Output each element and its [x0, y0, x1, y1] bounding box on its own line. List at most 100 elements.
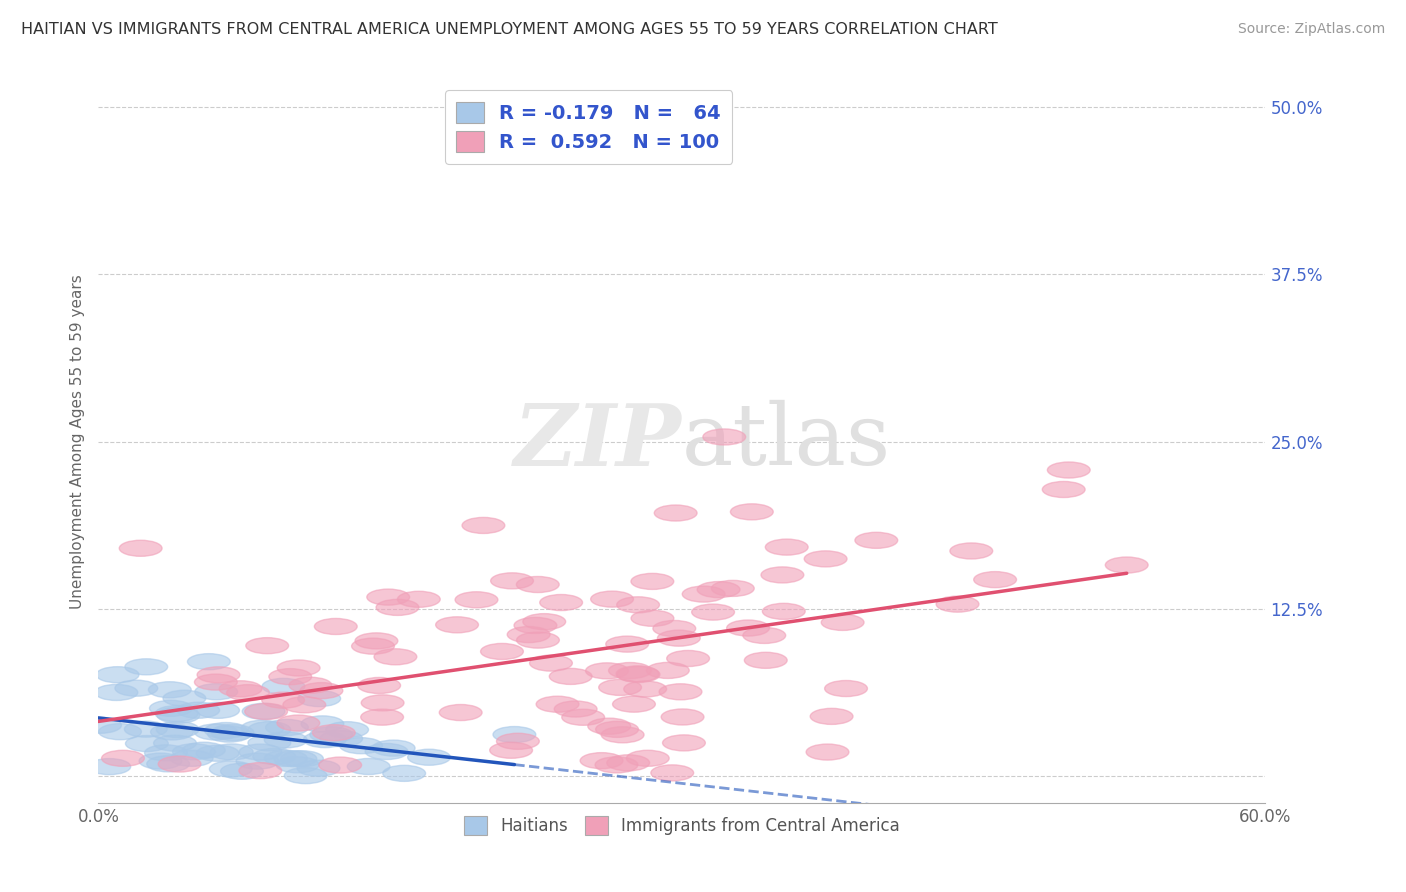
Ellipse shape [149, 681, 191, 698]
Ellipse shape [496, 733, 540, 749]
Ellipse shape [550, 668, 592, 684]
Ellipse shape [588, 718, 631, 734]
Ellipse shape [276, 756, 319, 772]
Ellipse shape [155, 706, 198, 722]
Ellipse shape [150, 724, 194, 740]
Text: atlas: atlas [682, 400, 891, 483]
Ellipse shape [96, 666, 139, 682]
Ellipse shape [530, 655, 572, 671]
Ellipse shape [974, 572, 1017, 588]
Ellipse shape [211, 724, 254, 740]
Ellipse shape [658, 630, 700, 646]
Ellipse shape [197, 745, 239, 761]
Ellipse shape [367, 589, 409, 605]
Ellipse shape [245, 704, 288, 720]
Ellipse shape [651, 764, 693, 780]
Ellipse shape [596, 722, 638, 738]
Ellipse shape [219, 681, 262, 697]
Ellipse shape [173, 744, 215, 760]
Ellipse shape [195, 683, 238, 699]
Ellipse shape [382, 765, 426, 781]
Ellipse shape [194, 724, 238, 740]
Ellipse shape [374, 648, 416, 665]
Ellipse shape [253, 748, 295, 764]
Ellipse shape [711, 581, 754, 597]
Text: ZIP: ZIP [515, 400, 682, 483]
Ellipse shape [183, 742, 225, 758]
Ellipse shape [366, 743, 408, 759]
Ellipse shape [659, 684, 702, 700]
Ellipse shape [515, 617, 557, 633]
Ellipse shape [247, 722, 291, 738]
Ellipse shape [361, 695, 404, 711]
Ellipse shape [125, 659, 167, 675]
Ellipse shape [436, 616, 478, 632]
Ellipse shape [508, 626, 550, 642]
Ellipse shape [562, 709, 605, 725]
Ellipse shape [277, 660, 321, 676]
Ellipse shape [761, 567, 804, 583]
Ellipse shape [804, 551, 846, 567]
Ellipse shape [145, 745, 187, 761]
Ellipse shape [595, 756, 638, 772]
Ellipse shape [821, 615, 865, 631]
Ellipse shape [742, 627, 786, 643]
Ellipse shape [125, 736, 169, 752]
Y-axis label: Unemployment Among Ages 55 to 59 years: Unemployment Among Ages 55 to 59 years [69, 274, 84, 609]
Ellipse shape [682, 586, 725, 602]
Ellipse shape [727, 620, 769, 636]
Ellipse shape [101, 750, 145, 766]
Ellipse shape [247, 735, 291, 751]
Ellipse shape [647, 663, 689, 679]
Ellipse shape [654, 505, 697, 521]
Text: Source: ZipAtlas.com: Source: ZipAtlas.com [1237, 22, 1385, 37]
Ellipse shape [855, 533, 897, 549]
Ellipse shape [806, 744, 849, 760]
Ellipse shape [652, 621, 696, 637]
Ellipse shape [494, 726, 536, 742]
Ellipse shape [242, 703, 285, 719]
Ellipse shape [187, 654, 231, 670]
Ellipse shape [398, 591, 440, 607]
Ellipse shape [606, 636, 648, 652]
Ellipse shape [456, 591, 498, 607]
Ellipse shape [264, 750, 308, 766]
Ellipse shape [264, 731, 307, 747]
Ellipse shape [115, 681, 157, 697]
Ellipse shape [731, 504, 773, 520]
Ellipse shape [298, 690, 340, 706]
Ellipse shape [607, 755, 650, 771]
Ellipse shape [950, 543, 993, 559]
Ellipse shape [319, 757, 361, 773]
Ellipse shape [96, 684, 138, 700]
Ellipse shape [602, 727, 644, 743]
Ellipse shape [765, 539, 808, 555]
Ellipse shape [357, 677, 401, 693]
Ellipse shape [481, 643, 523, 659]
Ellipse shape [609, 663, 651, 679]
Ellipse shape [1042, 482, 1085, 498]
Ellipse shape [262, 692, 305, 708]
Ellipse shape [617, 597, 659, 613]
Ellipse shape [489, 742, 533, 758]
Ellipse shape [810, 708, 853, 724]
Ellipse shape [585, 663, 628, 679]
Ellipse shape [631, 574, 673, 590]
Ellipse shape [373, 740, 415, 756]
Ellipse shape [208, 726, 250, 742]
Ellipse shape [666, 650, 710, 666]
Ellipse shape [274, 751, 316, 767]
Ellipse shape [692, 604, 734, 620]
Ellipse shape [661, 709, 704, 725]
Ellipse shape [299, 682, 343, 698]
Ellipse shape [266, 720, 308, 736]
Ellipse shape [516, 632, 560, 648]
Ellipse shape [540, 594, 582, 610]
Ellipse shape [536, 696, 579, 712]
Ellipse shape [79, 717, 121, 733]
Ellipse shape [146, 756, 190, 772]
Ellipse shape [624, 681, 666, 697]
Ellipse shape [825, 681, 868, 697]
Ellipse shape [209, 761, 252, 777]
Ellipse shape [177, 702, 219, 718]
